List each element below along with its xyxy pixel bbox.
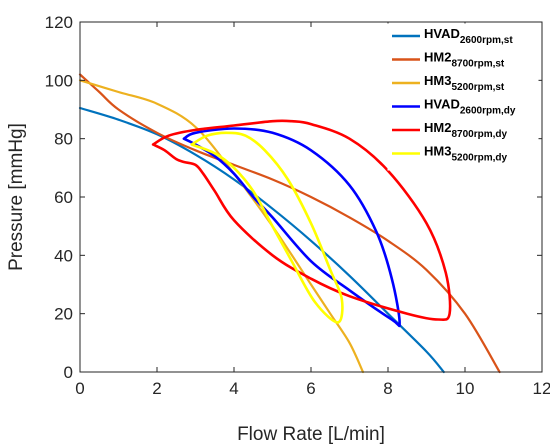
legend-subscript: 2600rpm,dy <box>460 106 516 117</box>
legend-subscript: 5200rpm,st <box>451 82 504 93</box>
y-tick-label: 0 <box>64 363 73 382</box>
legend-label-1: HM28700rpm,st <box>424 50 505 70</box>
y-axis-label: Pressure [mmHg] <box>6 123 27 271</box>
series-line-2 <box>78 79 365 374</box>
x-tick-label: 12 <box>533 379 550 398</box>
legend-subscript: 8700rpm,dy <box>451 129 507 140</box>
y-tick-label: 120 <box>45 13 73 32</box>
legend-box <box>387 23 539 171</box>
y-tick-label: 60 <box>54 188 73 207</box>
x-tick-label: 6 <box>306 379 315 398</box>
y-tick-label: 100 <box>45 71 73 90</box>
legend-name: HM2 <box>424 50 451 65</box>
x-axis-label: Flow Rate [L/min] <box>237 424 385 445</box>
legend-name: HVAD <box>424 26 460 41</box>
legend-name: HM3 <box>424 144 451 159</box>
legend-name: HM3 <box>424 73 451 88</box>
legend-subscript: 2600rpm,st <box>460 35 513 46</box>
y-tick-label: 80 <box>54 130 73 149</box>
series-layer <box>78 73 501 374</box>
x-tick-label: 2 <box>152 379 161 398</box>
legend-label-2: HM35200rpm,st <box>424 73 505 93</box>
series-line-1 <box>78 73 501 374</box>
y-tick-label: 20 <box>54 305 73 324</box>
series-line-4 <box>151 119 452 321</box>
y-tick-label: 40 <box>54 246 73 265</box>
legend-subscript: 8700rpm,st <box>451 59 504 70</box>
x-tick-label: 0 <box>75 379 84 398</box>
x-tick-label: 8 <box>383 379 392 398</box>
x-tick-label: 10 <box>456 379 475 398</box>
legend-label-5: HM35200rpm,dy <box>424 144 507 164</box>
legend-label-3: HVAD2600rpm,dy <box>424 97 516 117</box>
legend-label-0: HVAD2600rpm,st <box>424 26 513 46</box>
y-ticks: 0 20 40 60 80 100 120 <box>45 13 542 382</box>
series-line-3 <box>182 127 401 328</box>
x-tick-label: 4 <box>229 379 238 398</box>
series-line-5 <box>190 131 344 324</box>
legend: HVAD2600rpm,stHM28700rpm,stHM35200rpm,st… <box>387 23 539 171</box>
x-ticks: 0 2 4 6 8 10 12 <box>75 22 550 398</box>
legend-name: HVAD <box>424 97 460 112</box>
legend-subscript: 5200rpm,dy <box>451 153 507 164</box>
legend-label-4: HM28700rpm,dy <box>424 120 507 140</box>
legend-name: HM2 <box>424 120 451 135</box>
